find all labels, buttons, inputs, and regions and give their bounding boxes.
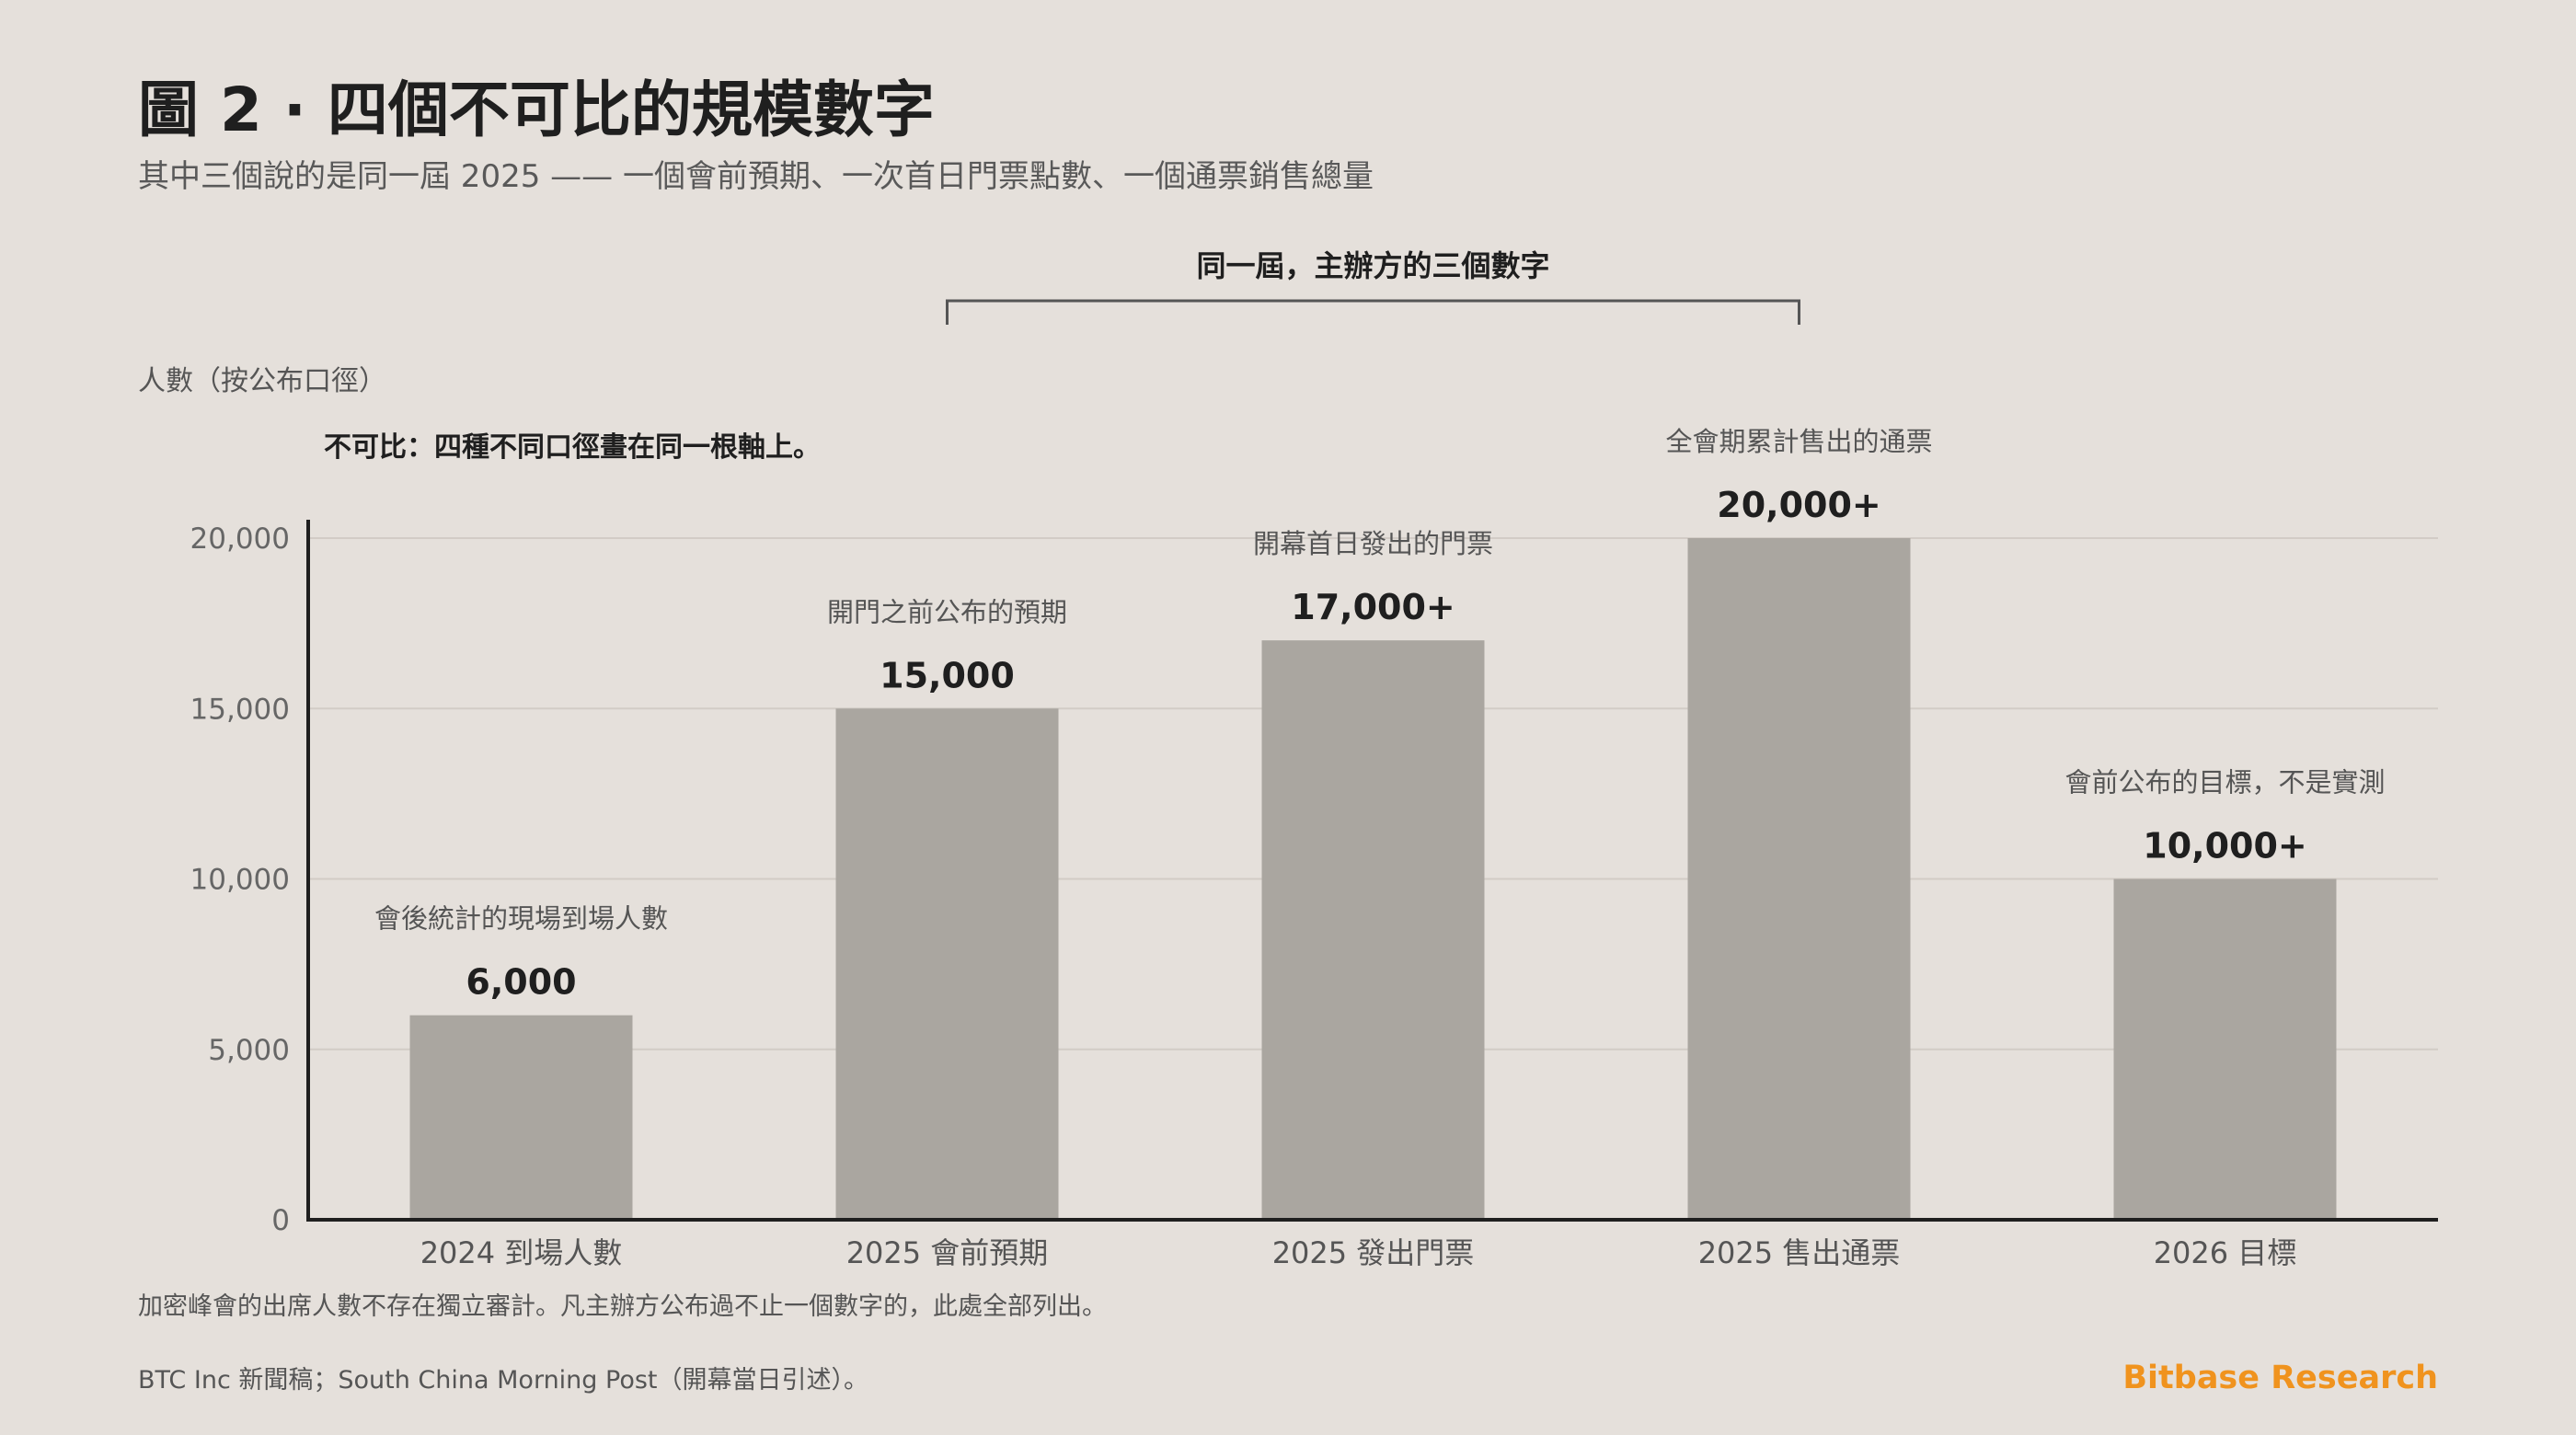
bar (835, 708, 1059, 1220)
footnote: 加密峰會的出席人數不存在獨立審計。凡主辦方公布過不止一個數字的，此處全部列出。 (138, 1292, 1107, 1321)
bracket-label: 同一屆，主辦方的三個數字 (1196, 248, 1549, 283)
x-tick-label: 2024 到場人數 (420, 1235, 623, 1270)
y-tick-label: 15,000 (190, 693, 290, 726)
bar (2113, 878, 2337, 1220)
x-tick-label: 2026 目標 (2154, 1235, 2297, 1270)
bracket (946, 299, 1800, 325)
x-tick-label: 2025 售出通票 (1698, 1235, 1901, 1270)
value-label: 10,000+ (2143, 826, 2306, 867)
chart-annotation: 不可比：四種不同口徑畫在同一根軸上。 (324, 431, 821, 464)
figure-title: 圖 2 · 四個不可比的規模數字 (138, 75, 935, 145)
y-tick-label: 5,000 (208, 1034, 290, 1067)
brand-logo: Bitbase Research (2122, 1360, 2438, 1396)
value-label: 17,000+ (1291, 587, 1455, 627)
bar-note: 全會期累計售出的通票 (1665, 426, 1932, 457)
bar-note: 開幕首日發出的門票 (1253, 528, 1493, 559)
y-tick-label: 10,000 (190, 864, 290, 897)
y-tick-label: 0 (271, 1204, 290, 1237)
bar (1261, 640, 1485, 1220)
figure-subtitle: 其中三個說的是同一屆 2025 —— 一個會前預期、一次首日門票點數、一個通票銷… (138, 158, 1374, 195)
source-note: BTC Inc 新聞稿；South China Morning Post（開幕當… (138, 1366, 869, 1395)
bar-note: 會後統計的現場到場人數 (374, 903, 668, 935)
bar-note: 會前公布的目標，不是實測 (2064, 767, 2385, 798)
bar-chart: 0 5,000 10,000 15,000 20,000 6,000 會後統計的現場到場人… (138, 248, 2438, 1270)
value-label: 15,000 (880, 655, 1015, 695)
x-tick-label: 2025 發出門票 (1272, 1235, 1475, 1270)
bar (1687, 538, 1911, 1220)
y-tick-label: 20,000 (190, 522, 290, 556)
bar (409, 1015, 633, 1220)
value-label: 6,000 (466, 962, 576, 1003)
x-tick-label: 2025 會前預期 (846, 1235, 1049, 1270)
value-label: 20,000+ (1717, 485, 1880, 525)
y-axis-label: 人數（按公布口徑） (138, 365, 386, 397)
bar-note: 開門之前公布的預期 (827, 596, 1067, 627)
